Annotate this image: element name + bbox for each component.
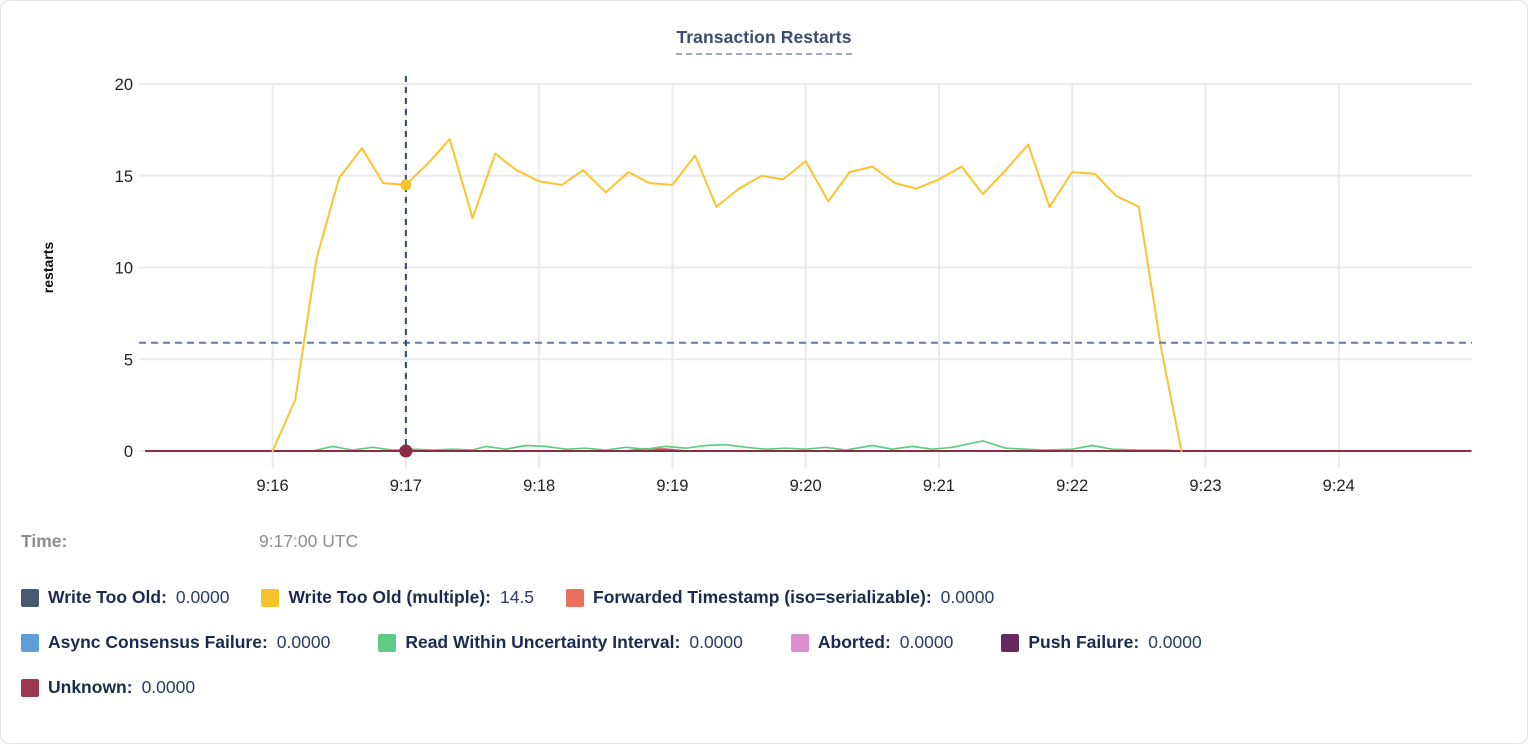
legend-swatch-unknown: [21, 678, 39, 697]
legend-row-1: Write Too Old: 0.0000 Write Too Old (mul…: [21, 587, 994, 608]
legend-swatch-aborted: [790, 633, 809, 652]
y-axis-label: restarts: [40, 242, 56, 294]
legend-item-write-too-old-multiple: Write Too Old (multiple): 14.5: [261, 587, 534, 608]
x-tick-label: 9:19: [656, 477, 688, 495]
x-tick-label: 9:23: [1189, 477, 1221, 495]
legend-value: 0.0000: [141, 677, 196, 697]
y-tick-label: 10: [115, 260, 133, 278]
legend-swatch-push-failure: [1001, 633, 1020, 652]
x-tick-label: 9:20: [790, 477, 822, 495]
legend-label: Write Too Old (multiple):: [288, 587, 491, 607]
legend-swatch-write-too-old: [21, 588, 39, 607]
legend-item-push-failure: Push Failure: 0.0000: [1001, 632, 1202, 653]
hover-time-label: Time:: [21, 531, 68, 551]
legend-value: 0.0000: [175, 587, 230, 607]
legend-item-aborted: Aborted: 0.0000: [790, 632, 954, 653]
legend-label: Forwarded Timestamp (iso=serializable):: [593, 587, 932, 607]
hover-point-write-too-old-multiple: [400, 179, 412, 191]
legend-item-unknown: Unknown: 0.0000: [21, 677, 195, 698]
legend-value: 0.0000: [899, 632, 954, 652]
legend-label: Push Failure:: [1028, 632, 1140, 652]
legend-item-read-within-uncertainty-interval: Read Within Uncertainty Interval: 0.0000: [378, 632, 743, 653]
y-tick-label: 5: [124, 351, 133, 369]
series-line-write-too-old-multiple: [271, 138, 1183, 452]
y-tick-label: 0: [124, 443, 133, 461]
legend-value: 0.0000: [1148, 632, 1202, 652]
legend-label: Async Consensus Failure:: [48, 632, 268, 652]
legend-swatch-forwarded-timestamp: [566, 588, 585, 607]
hover-time-value: 9:17:00 UTC: [259, 531, 359, 551]
hover-time-row: Time: 9:17:00 UTC: [1, 531, 1527, 557]
legend-item-async-consensus-failure: Async Consensus Failure: 0.0000: [21, 632, 330, 653]
legend-label: Write Too Old:: [48, 587, 167, 607]
legend-item-write-too-old: Write Too Old: 0.0000: [21, 587, 229, 608]
chart-title[interactable]: Transaction Restarts: [676, 27, 852, 55]
legend-label: Read Within Uncertainty Interval:: [405, 632, 681, 652]
legend-swatch-async-consensus-failure: [21, 633, 39, 652]
x-tick-label: 9:21: [923, 477, 955, 495]
legend-row-3: Unknown: 0.0000: [21, 677, 195, 698]
x-tick-label: 9:22: [1056, 477, 1088, 495]
legend-value: 0.0000: [940, 587, 995, 607]
x-tick-label: 9:24: [1323, 477, 1355, 495]
legend-row-2: Async Consensus Failure: 0.0000 Read Wit…: [21, 632, 1202, 653]
legend-value: 14.5: [499, 587, 535, 607]
y-tick-label: 15: [115, 168, 133, 186]
line-chart[interactable]: 0 5 10 15 20 9:16 9:17 9:18 9:19 9:20 9:21 9:22 9:23…: [1, 51, 1528, 521]
legend-swatch-write-too-old-multiple: [261, 588, 280, 607]
x-tick-label: 9:18: [523, 477, 555, 495]
legend-value: 0.0000: [276, 632, 331, 652]
hover-point-unknown: [399, 444, 413, 458]
chart-title-wrap: Transaction Restarts: [1, 27, 1527, 55]
legend-swatch-read-within-uncertainty-interval: [378, 633, 397, 652]
x-tick-label: 9:16: [257, 477, 289, 495]
legend-label: Unknown:: [48, 677, 133, 697]
legend-item-forwarded-timestamp: Forwarded Timestamp (iso=serializable): …: [566, 587, 994, 608]
legend-value: 0.0000: [689, 632, 743, 652]
legend-label: Aborted:: [817, 632, 891, 652]
x-tick-label: 9:17: [390, 477, 422, 495]
y-tick-label: 20: [115, 76, 133, 94]
series-line-read-within-uncertainty-interval: [311, 440, 1184, 452]
